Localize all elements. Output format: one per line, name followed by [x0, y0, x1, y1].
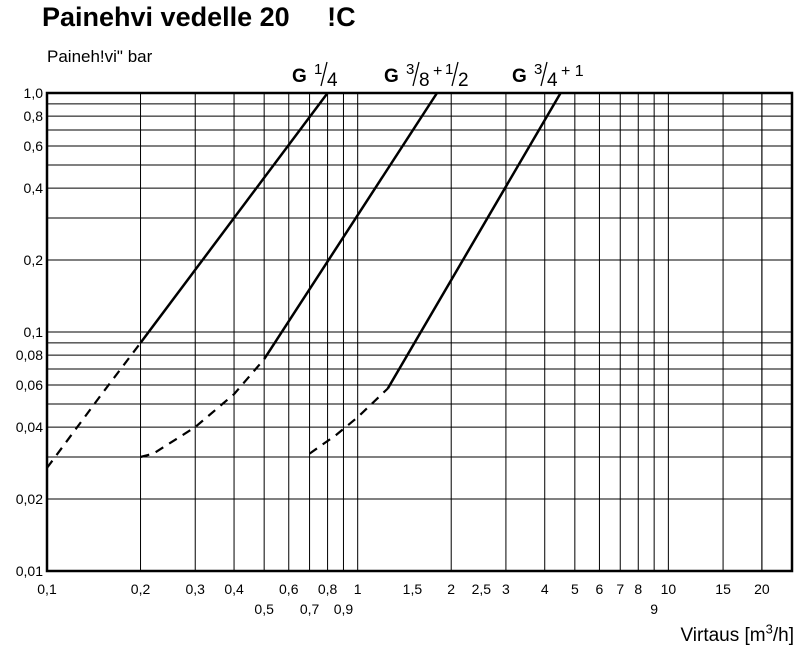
- x-tick-label: 0,2: [131, 581, 151, 597]
- series-label-frac-den: 8: [419, 70, 430, 91]
- series-label-frac-num: 1: [314, 61, 322, 78]
- x-tick-label: 5: [571, 581, 579, 597]
- series-label: G 14: [292, 61, 338, 91]
- y-tick-label: 0,8: [24, 108, 44, 124]
- x-tick-label: 6: [596, 581, 604, 597]
- x-tick-label: 1,5: [403, 581, 423, 597]
- series-label-frac-slash: [320, 61, 328, 87]
- y-tick-label: 0,4: [24, 180, 44, 196]
- series-label-frac-num: 3: [534, 61, 542, 78]
- series-label-suffix: + 1: [561, 63, 584, 80]
- series-label-suffix: +: [433, 63, 442, 80]
- series-label-prefix: G: [384, 66, 399, 87]
- series-label-frac-num: 3: [406, 61, 414, 78]
- y-tick-label: 0,6: [24, 138, 44, 154]
- x-tick-label: 3: [502, 581, 510, 597]
- x-tick-label: 7: [616, 581, 624, 597]
- series-label-frac-slash: [451, 61, 459, 87]
- series-label-prefix: G: [512, 66, 527, 87]
- series-line-solid: [139, 92, 329, 344]
- series-line-dashed: [140, 358, 266, 459]
- series-label: G 38 +12: [384, 61, 469, 91]
- x-tick-label: 0,8: [318, 581, 338, 597]
- series-label-frac-den: 4: [547, 70, 558, 91]
- x-tick-label: 0,4: [224, 581, 244, 597]
- x-axis-label: Virtaus [m3/h]: [680, 622, 794, 647]
- series-label-prefix: G: [292, 66, 307, 87]
- y-tick-label: 0,01: [16, 563, 43, 579]
- series-label-frac-den: 4: [327, 70, 338, 91]
- y-tick-label: 1,0: [24, 85, 44, 101]
- y-tick-label: 0,08: [16, 347, 43, 363]
- series-line-dashed: [46, 342, 142, 469]
- plot-frame: [45, 91, 794, 573]
- x-tick-label-lower: 0,5: [254, 601, 274, 617]
- series-line-solid: [263, 92, 439, 360]
- y-tick-label: 0,2: [24, 252, 44, 268]
- y-axis-label: Paineh!vi" bar: [47, 47, 153, 66]
- x-tick-label: 0,6: [279, 581, 299, 597]
- y-tick-label: 0,1: [24, 324, 44, 340]
- x-tick-label: 4: [541, 581, 549, 597]
- x-tick-label: 1: [354, 581, 362, 597]
- x-tick-label: 0,1: [37, 581, 57, 597]
- x-axis-label-text: Virtaus [m3/h]: [680, 622, 794, 647]
- series-line-dashed: [308, 387, 389, 455]
- x-tick-label: 2: [447, 581, 455, 597]
- y-tick-label: 0,02: [16, 491, 43, 507]
- x-tick-label: 8: [634, 581, 642, 597]
- y-tick-label: 0,06: [16, 377, 43, 393]
- series-label-frac-slash: [412, 61, 420, 87]
- x-tick-label: 10: [661, 581, 677, 597]
- x-tick-label: 0,3: [185, 581, 205, 597]
- x-tick-label: 15: [715, 581, 731, 597]
- chart-title: Painehvi vedelle 20 !C: [42, 2, 356, 32]
- x-tick-label-lower: 9: [650, 601, 658, 617]
- series-label-frac-den: 2: [458, 70, 469, 91]
- x-tick-label: 2,5: [472, 581, 492, 597]
- x-tick-label-lower: 0,7: [300, 601, 320, 617]
- x-axis-label-exponent: 3: [765, 622, 773, 637]
- series-line-solid: [386, 92, 562, 390]
- series-label: G 34 + 1: [512, 61, 584, 91]
- series-label-frac-slash: [540, 61, 548, 87]
- x-tick-label-lower: 0,9: [334, 601, 354, 617]
- x-tick-label: 20: [754, 581, 770, 597]
- y-tick-label: 0,04: [16, 419, 43, 435]
- series-label-frac-num: 1: [445, 61, 453, 78]
